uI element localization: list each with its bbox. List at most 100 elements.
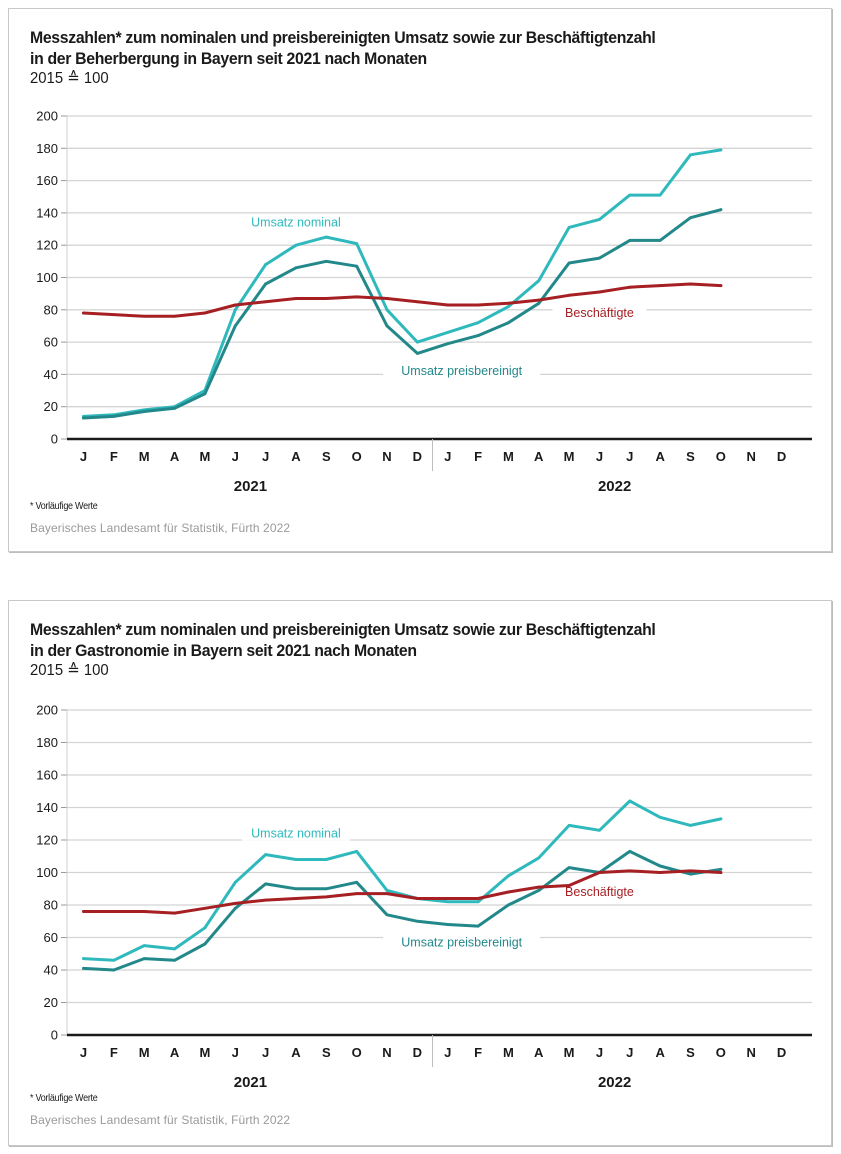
data-point-umsatz-nominal [385, 308, 389, 312]
data-point-beschaeftigte [446, 897, 450, 900]
y-tick-label: 180 [36, 735, 58, 750]
line-chart-beherbergung: 0 20 40 60 80 100 120 140 160 180 200 Umsatz nomina… [36, 109, 812, 495]
y-tick-label: 40 [44, 963, 58, 978]
series-annotation-label: Umsatz preisbereinigt [401, 364, 522, 378]
data-point-umsatz-nominal [598, 828, 601, 832]
y-tick-label: 60 [44, 335, 58, 350]
data-point-umsatz-preisbereinigt [385, 913, 389, 917]
data-point-beschaeftigte [598, 871, 601, 874]
data-point-umsatz-preisbereinigt [173, 958, 176, 962]
data-point-umsatz-nominal [537, 279, 541, 283]
y-tick-label: 120 [36, 833, 58, 848]
series-annotation-label: Beschäftigte [565, 885, 634, 899]
source-note: Bayerisches Landesamt für Statistik, Für… [30, 1113, 291, 1127]
annotation-background [383, 933, 541, 950]
y-tick-label: 100 [36, 865, 58, 880]
data-point-umsatz-nominal [385, 888, 389, 892]
data-point-umsatz-nominal [507, 874, 510, 878]
data-point-umsatz-preisbereinigt [173, 406, 176, 410]
data-point-umsatz-preisbereinigt [415, 919, 419, 923]
y-tick-label: 200 [36, 703, 58, 718]
data-point-beschaeftigte [385, 892, 389, 896]
data-point-beschaeftigte [567, 884, 571, 887]
data-point-umsatz-nominal [203, 926, 207, 930]
data-point-umsatz-nominal [628, 193, 632, 197]
data-point-umsatz-nominal [324, 235, 328, 239]
series-line-beschaeftigte [82, 869, 723, 915]
data-point-umsatz-preisbereinigt [537, 301, 541, 305]
chart-title: Messzahlen* zum nominalen und preisberei… [30, 619, 793, 661]
data-point-umsatz-nominal [628, 799, 632, 803]
x-tick-label: J [232, 1045, 239, 1060]
x-tick-label: J [444, 1045, 451, 1060]
data-point-beschaeftigte [203, 311, 207, 315]
data-point-umsatz-preisbereinigt [385, 324, 389, 328]
data-point-beschaeftigte [507, 890, 510, 894]
data-point-umsatz-preisbereinigt [689, 872, 692, 876]
data-point-umsatz-nominal [446, 900, 450, 904]
x-tick-label: F [474, 449, 482, 464]
data-point-beschaeftigte [598, 290, 601, 294]
annotation-background [552, 304, 647, 321]
series-line-umsatz-preisbereinigt [82, 849, 723, 972]
data-point-umsatz-preisbereinigt [658, 238, 662, 242]
data-point-umsatz-preisbereinigt [324, 259, 328, 263]
data-point-beschaeftigte [476, 303, 480, 307]
data-point-umsatz-nominal [476, 900, 480, 904]
series-annotation-label: Beschäftigte [565, 306, 634, 320]
x-tick-label: N [382, 1045, 391, 1060]
data-point-beschaeftigte [142, 910, 146, 913]
data-point-umsatz-nominal [324, 858, 328, 861]
data-point-beschaeftigte [719, 284, 723, 287]
data-point-beschaeftigte [537, 885, 541, 889]
x-tick-label: A [534, 1045, 544, 1060]
data-point-beschaeftigte [264, 300, 267, 304]
y-tick-label: 0 [51, 432, 58, 447]
series-annotation-label: Umsatz nominal [251, 827, 341, 841]
data-point-umsatz-preisbereinigt [294, 266, 298, 270]
data-point-beschaeftigte [173, 314, 176, 318]
x-tick-label: N [747, 1045, 756, 1060]
data-point-beschaeftigte [233, 303, 237, 307]
data-point-umsatz-preisbereinigt [658, 864, 662, 868]
y-tick-label: 120 [36, 238, 58, 253]
data-point-beschaeftigte [264, 898, 267, 902]
x-tick-label: D [777, 1045, 786, 1060]
x-tick-label: A [534, 449, 544, 464]
data-point-umsatz-preisbereinigt [355, 264, 359, 268]
x-tick-label: M [564, 1045, 575, 1060]
x-tick-label: J [596, 449, 603, 464]
series-annotation-label: Umsatz nominal [251, 216, 341, 230]
data-point-beschaeftigte [324, 895, 328, 899]
data-point-beschaeftigte [294, 297, 298, 300]
data-point-beschaeftigte [385, 297, 389, 300]
data-point-umsatz-preisbereinigt [537, 888, 541, 892]
annotation-background [383, 362, 541, 379]
data-point-beschaeftigte [567, 293, 571, 297]
x-year-label: 2021 [234, 1074, 267, 1091]
chart-subtitle: 2015 ≙ 100 [30, 662, 109, 679]
data-point-beschaeftigte [203, 906, 207, 910]
x-tick-label: O [352, 1045, 362, 1060]
x-year-label: 2021 [234, 478, 267, 495]
x-tick-label: D [413, 449, 422, 464]
data-point-umsatz-preisbereinigt [82, 966, 85, 970]
y-tick-label: 40 [44, 367, 58, 382]
x-tick-label: J [262, 1045, 269, 1060]
chart-title-line-1: Messzahlen* zum nominalen und preisberei… [30, 28, 656, 47]
data-point-beschaeftigte [355, 295, 359, 299]
x-tick-label: O [352, 449, 362, 464]
data-point-umsatz-preisbereinigt [628, 238, 632, 242]
x-tick-label: M [199, 449, 210, 464]
x-tick-label: S [686, 449, 695, 464]
x-tick-label: J [80, 449, 87, 464]
annotation-background [241, 824, 350, 841]
line-chart-gastronomie: 0 20 40 60 80 100 120 140 160 180 200 Umsatz nomina… [36, 703, 812, 1091]
y-tick-label: 20 [44, 399, 58, 414]
data-point-beschaeftigte [476, 897, 480, 900]
data-point-beschaeftigte [689, 869, 692, 873]
x-tick-label: J [626, 449, 633, 464]
y-tick-label: 20 [44, 995, 58, 1010]
x-tick-label: F [474, 1045, 482, 1060]
data-point-umsatz-nominal [689, 153, 692, 157]
